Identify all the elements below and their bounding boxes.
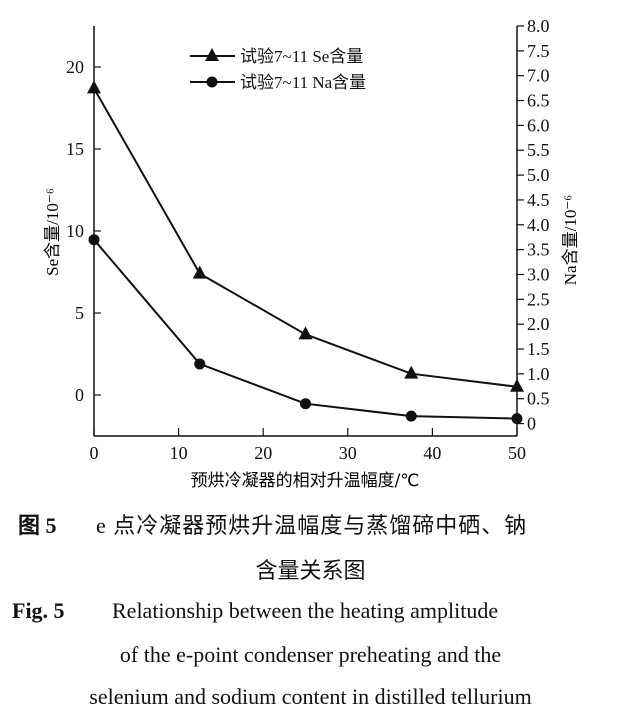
y-left-tick-label: 20	[66, 57, 84, 77]
x-tick-label: 20	[254, 443, 272, 463]
series	[87, 80, 524, 425]
data-point	[300, 398, 311, 410]
y-right-tick-label: 6.0	[527, 115, 550, 135]
y-right-tick-label: 8.0	[527, 16, 550, 36]
x-tick-label: 50	[508, 443, 526, 463]
legend-marker	[206, 76, 218, 88]
x-axis-label: 预烘冷凝器的相对升温幅度/℃	[191, 471, 420, 491]
dual-axis-line-chart: 0 10 20 30 40 500510152000.51.01.52.02.53.03.…	[43, 16, 580, 491]
y-right-tick-label: 0.5	[527, 389, 550, 409]
series-line-se	[93, 87, 518, 388]
data-point	[88, 234, 100, 246]
y-right-tick-label: 6.5	[527, 91, 550, 111]
y-right-tick-label: 4.0	[527, 215, 550, 235]
y-right-tick-label: 2.5	[527, 289, 550, 309]
y-right-tick-label: 5.5	[527, 140, 550, 160]
y-right-tick-label: 7.0	[527, 66, 550, 86]
legend-marker	[205, 48, 219, 61]
caption-cn-text1: e 点冷凝器预烘升温幅度与蒸馏碲中硒、钠	[96, 513, 528, 538]
data-point	[404, 365, 419, 379]
caption-en-text1: Relationship between the heating amplitu…	[112, 598, 499, 623]
y-left-tick-label: 15	[66, 139, 84, 159]
x-tick-label: 0	[90, 443, 99, 463]
data-point	[298, 326, 313, 340]
data-point	[87, 80, 101, 94]
legend-label: 试验7~11 Na含量	[240, 73, 366, 92]
caption-en-line2: of the e-point condenser preheating and …	[119, 642, 502, 667]
y-right-tick-label: 3.5	[527, 240, 550, 260]
y-right-tick-label: 1.0	[527, 364, 550, 384]
data-point	[192, 265, 207, 279]
y-right-tick-label: 0	[527, 414, 536, 434]
data-point	[510, 378, 524, 392]
legend-label: 试验7~11 Se含量	[240, 47, 363, 66]
y-left-tick-label: 10	[66, 221, 84, 241]
data-point	[194, 358, 206, 370]
y-right-tick-label: 7.5	[527, 41, 550, 61]
x-tick-label: 30	[339, 443, 357, 463]
y-right-tick-label: 5.0	[527, 165, 550, 185]
y-left-tick-label: 0	[75, 385, 84, 405]
y-axis-label-right: Na含量/10⁻⁶	[561, 195, 580, 286]
caption-cn-line2: 含量关系图	[255, 558, 366, 583]
caption-en-label: Fig. 5	[12, 598, 65, 623]
y-right-tick-label: 1.5	[527, 339, 550, 359]
y-right-tick-label: 3.0	[527, 264, 550, 284]
y-left-tick-label: 5	[75, 303, 84, 323]
data-point	[511, 413, 523, 425]
x-tick-label: 10	[170, 443, 188, 463]
caption-cn-label: 图 5	[18, 513, 57, 538]
x-tick-label: 40	[423, 443, 441, 463]
data-point	[405, 410, 417, 422]
y-axis-label-left: Se含量/10⁻⁶	[43, 188, 62, 276]
ticks: 0 10 20 30 40 500510152000.51.01.52.02.53.03.…	[66, 16, 550, 463]
caption-en-line3: selenium and sodium content in distilled…	[89, 684, 532, 709]
y-right-tick-label: 2.0	[527, 314, 550, 334]
y-right-tick-label: 4.5	[527, 190, 550, 210]
